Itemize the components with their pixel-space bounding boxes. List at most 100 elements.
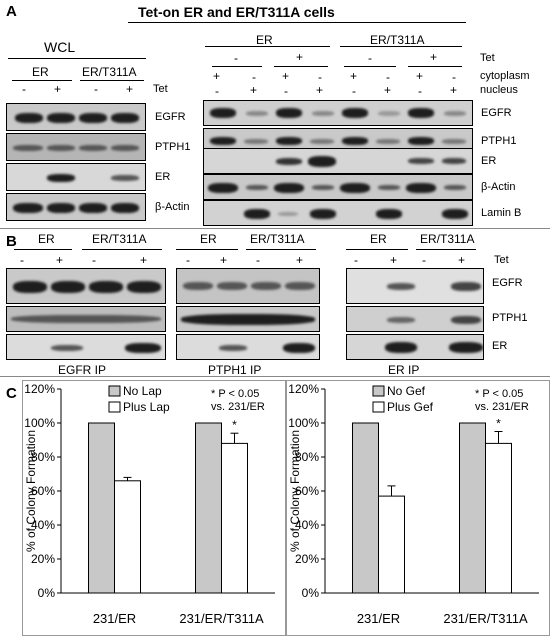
y-tick-label: 80%: [295, 450, 319, 464]
x-tick-label: 231/ER/T311A: [443, 611, 528, 626]
b-tet-label: Tet: [494, 254, 509, 266]
wcl-tet-minus-1: -: [22, 82, 26, 96]
b1-p1: +: [56, 253, 64, 267]
b2-p1: +: [220, 253, 228, 267]
significance-star: *: [232, 418, 237, 432]
b3-p1: +: [390, 253, 398, 267]
divider-bc: [0, 376, 550, 377]
b1-m2: -: [92, 253, 96, 267]
b-row-ptph1: PTPH1: [492, 312, 528, 324]
chart-c2-frame: % of Colony Formation 0% 20% 40% 60% 80% 100% 1…: [286, 380, 550, 636]
wcl-blot-egfr: [6, 103, 146, 131]
y-tick-label: 0%: [302, 586, 320, 600]
frac-row-actin: β-Actin: [481, 181, 516, 193]
cyto-1: +: [213, 69, 221, 83]
chart-gefitinib: % of Colony Formation 0% 20% 40% 60% 80% 100% 1…: [288, 382, 539, 626]
b1-ert-underline: [82, 249, 162, 250]
nuc-4: +: [316, 83, 324, 97]
y-tick-label: 40%: [31, 518, 55, 532]
bar-treated: [221, 442, 248, 594]
wcl-row-egfr: EGFR: [155, 111, 186, 123]
y-tick-label: 120%: [24, 382, 55, 396]
bar-treated: [114, 480, 141, 594]
cyto-6: -: [386, 70, 390, 84]
legend-swatch: [372, 401, 385, 413]
cyto-8: -: [452, 70, 456, 84]
frac-tet-minus-2: -: [368, 51, 372, 65]
title-underline: [128, 22, 466, 23]
cyto-2: -: [252, 70, 256, 84]
b2-p2: +: [296, 253, 304, 267]
panel-c-letter: C: [6, 385, 17, 402]
egfr-ip-label: EGFR IP: [58, 363, 107, 377]
wcl-tet-plus-1: +: [54, 82, 62, 96]
frac-tet-under-4: [408, 66, 462, 67]
x-tick-label: 231/ER: [93, 611, 136, 626]
frac-tet-plus-2: +: [430, 50, 438, 64]
b-ptph1ip-egfr: [176, 268, 320, 304]
wcl-label: WCL: [44, 39, 76, 55]
y-tick-label: 100%: [288, 416, 319, 430]
nuc-7: -: [418, 84, 422, 98]
bar-control: [88, 422, 115, 594]
y-tick-label: 80%: [31, 450, 55, 464]
b2-ert-underline: [246, 249, 316, 250]
b3-m1: -: [354, 253, 358, 267]
divider-ab: [0, 228, 550, 229]
legend-label: Plus Gef: [387, 400, 434, 414]
b2-m2: -: [256, 253, 260, 267]
frac-row-egfr: EGFR: [481, 107, 512, 119]
cyto-5: +: [350, 69, 358, 83]
panel-a-letter: A: [6, 3, 17, 20]
frac-tet-label: Tet: [480, 52, 495, 64]
b-ptph1ip-er: [176, 334, 320, 360]
b2-ert311a: ER/T311A: [250, 232, 305, 246]
wcl-row-er: ER: [155, 171, 171, 183]
y-tick-label: 60%: [31, 484, 55, 498]
b3-p2: +: [458, 253, 466, 267]
b-egfrip-egfr: [6, 268, 166, 304]
annotation-comparison: vs. 231/ER: [211, 401, 265, 413]
nuc-5: -: [352, 84, 356, 98]
frac-blot-laminb: [203, 200, 473, 226]
bar-treated: [378, 495, 405, 594]
b-egfrip-ptph1: [6, 306, 166, 332]
wcl-blot-er: [6, 163, 146, 191]
annotation-comparison: vs. 231/ER: [475, 401, 529, 413]
b3-ert311a: ER/T311A: [420, 232, 475, 246]
b-row-egfr: EGFR: [492, 277, 523, 289]
b1-ert311a: ER/T311A: [92, 232, 147, 246]
x-tick-label: 231/ER/T311A: [179, 611, 264, 626]
nuc-2: +: [250, 83, 258, 97]
frac-blot-egfr: [203, 100, 473, 126]
wcl-er-underline: [12, 80, 72, 81]
frac-tet-under-1: [212, 66, 262, 67]
cyto-4: -: [318, 70, 322, 84]
b-egfrip-er: [6, 334, 166, 360]
panel-a-title: Tet-on ER and ER/T311A cells: [138, 4, 335, 20]
wcl-tet-plus-2: +: [126, 82, 134, 96]
legend-swatch: [372, 385, 385, 397]
wcl-ert311a-underline: [80, 80, 144, 81]
nuc-1: -: [215, 84, 219, 98]
nuc-6: +: [384, 83, 392, 97]
wcl-tet-label: Tet: [153, 83, 168, 95]
frac-ert311a-label: ER/T311A: [370, 33, 425, 47]
frac-er-underline: [205, 46, 330, 47]
frac-row-laminb: Lamin B: [481, 207, 522, 219]
b3-er: ER: [370, 232, 387, 246]
wcl-ert311a-label: ER/T311A: [82, 65, 137, 79]
frac-row-er: ER: [481, 155, 497, 167]
annotation-pvalue: * P < 0.05: [475, 388, 523, 400]
b-erip-er: [346, 334, 484, 360]
nuc-3: -: [284, 84, 288, 98]
frac-blot-actin: [203, 174, 473, 200]
annotation-pvalue: * P < 0.05: [211, 388, 259, 400]
significance-star: *: [496, 417, 501, 431]
x-tick-label: 231/ER: [357, 611, 400, 626]
bar-control: [352, 422, 379, 594]
b3-m2: -: [422, 253, 426, 267]
y-tick-label: 60%: [295, 484, 319, 498]
b3-ert-underline: [416, 249, 476, 250]
frac-er-label: ER: [256, 33, 273, 47]
